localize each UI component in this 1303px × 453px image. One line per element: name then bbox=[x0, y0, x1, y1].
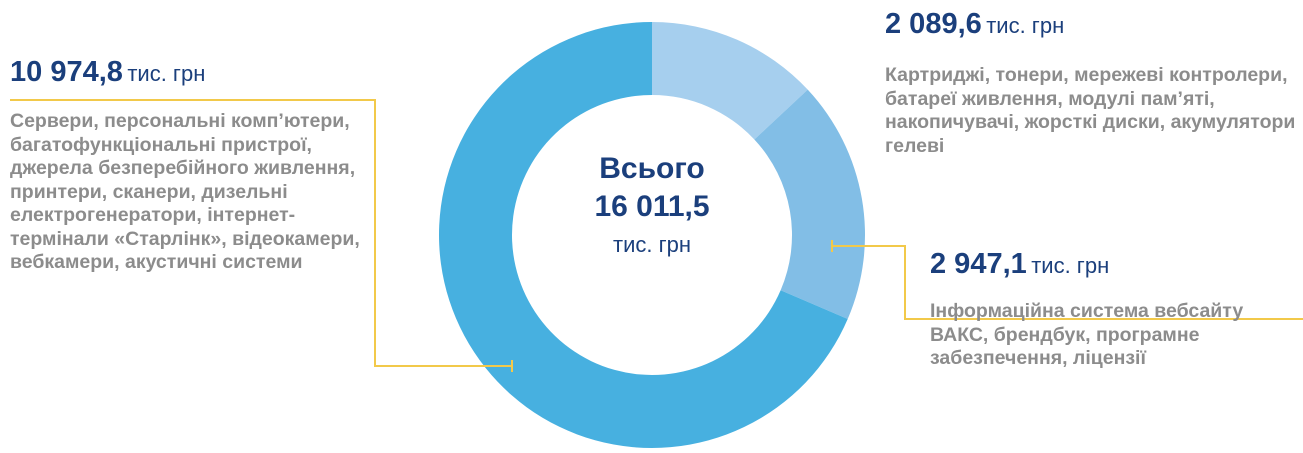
value-label-group: 2 089,6 тис. грн bbox=[885, 8, 1064, 41]
leader-line bbox=[832, 245, 1303, 320]
unit: тис. грн bbox=[986, 13, 1065, 38]
value-label: 2 089,6 bbox=[885, 8, 982, 40]
unit: тис. грн bbox=[127, 61, 206, 86]
category-label: Сервери, персональні комп’ютери, багатоф… bbox=[10, 110, 360, 273]
value-label-group: 2 947,1 тис. грн bbox=[930, 248, 1109, 281]
value-label: 2 947,1 bbox=[930, 248, 1027, 280]
center-total: 16 011,5 bbox=[594, 190, 710, 223]
center-unit: тис. грн bbox=[613, 232, 691, 257]
category-label: Картриджі, тонери, мережеві контролери, … bbox=[885, 64, 1296, 157]
donut bbox=[438, 22, 865, 449]
unit: тис. грн bbox=[1031, 253, 1110, 278]
donut-slice bbox=[652, 22, 808, 140]
value-label-group: 10 974,8 тис. грн bbox=[10, 56, 205, 89]
value-label: 10 974,8 bbox=[10, 56, 123, 88]
category-label: Інформаційна система вебсайту ВАКС, брен… bbox=[930, 300, 1244, 369]
center-title: Всього bbox=[599, 152, 705, 185]
donut-slice bbox=[754, 89, 865, 320]
donut-slice bbox=[438, 22, 848, 449]
leader-line bbox=[10, 99, 512, 367]
